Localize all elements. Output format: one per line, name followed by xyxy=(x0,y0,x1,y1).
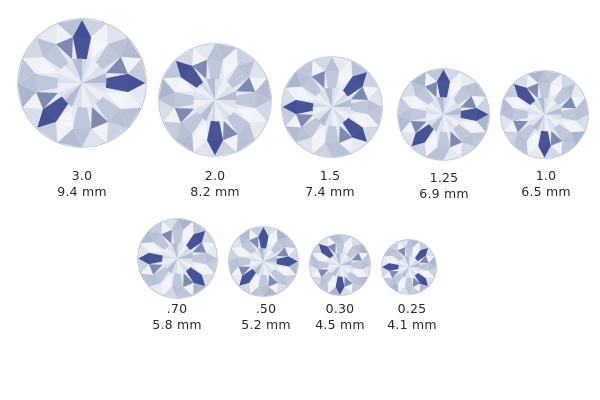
diamond-image-0-70ct xyxy=(137,218,218,299)
carat-label: 0.30 xyxy=(325,301,355,316)
diameter-label: 4.5 mm xyxy=(315,317,365,332)
carat-label: 1.5 xyxy=(319,168,341,183)
carat-label: 2.0 xyxy=(204,168,226,183)
diamond-image-0-50ct xyxy=(228,226,299,297)
diamond-image-1-25ct xyxy=(397,68,490,161)
diameter-label: 7.4 mm xyxy=(305,184,355,199)
carat-label: .70 xyxy=(166,301,188,316)
diamond-image-1-0ct xyxy=(500,70,589,159)
diameter-label: 4.1 mm xyxy=(387,317,437,332)
carat-label: .50 xyxy=(255,301,277,316)
diamond-image-3-0ct xyxy=(17,18,147,148)
diamond-image-0-30ct xyxy=(309,234,371,296)
carat-label: 1.25 xyxy=(429,170,459,185)
diameter-label: 6.5 mm xyxy=(521,184,571,199)
diamond-image-1-5ct xyxy=(281,56,383,158)
carat-label: 0.25 xyxy=(397,301,427,316)
diamond-image-2-0ct xyxy=(158,43,272,157)
diameter-label: 5.2 mm xyxy=(241,317,291,332)
carat-label: 1.0 xyxy=(535,168,557,183)
diameter-label: 8.2 mm xyxy=(190,184,240,199)
diamond-image-0-25ct xyxy=(381,239,437,295)
diameter-label: 5.8 mm xyxy=(152,317,202,332)
diameter-label: 6.9 mm xyxy=(419,186,469,201)
carat-label: 3.0 xyxy=(71,168,93,183)
diameter-label: 9.4 mm xyxy=(57,184,107,199)
